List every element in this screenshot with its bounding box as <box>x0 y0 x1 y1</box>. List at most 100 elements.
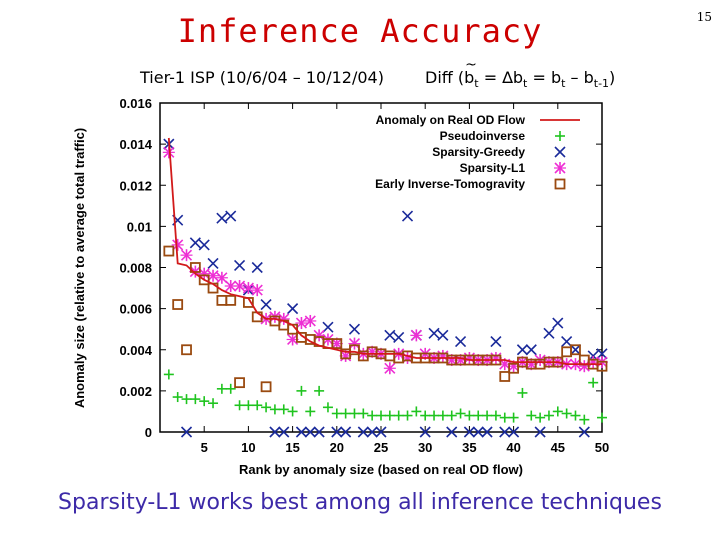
data-point-plus <box>322 402 333 413</box>
data-point-x <box>180 426 193 438</box>
y-tick-label: 0.016 <box>119 96 152 111</box>
x-tick-label: 45 <box>551 440 565 455</box>
data-point-square <box>384 350 396 362</box>
data-point-x <box>348 323 361 335</box>
data-point-x <box>472 426 484 438</box>
page-number: 15 <box>696 10 712 24</box>
data-point-plus <box>340 408 351 419</box>
data-point-square <box>331 338 343 349</box>
data-point-asterisk <box>295 317 308 330</box>
formula-mid: = ∆b <box>478 68 524 87</box>
data-point-plus <box>482 410 493 421</box>
y-tick-label: 0.008 <box>119 261 152 276</box>
data-point-square <box>499 371 511 382</box>
slide-caption: Sparsity-L1 works best among all inferen… <box>58 490 662 515</box>
data-point-plus <box>199 396 210 407</box>
legend-swatch-plus <box>555 131 565 141</box>
data-point-plus <box>526 410 537 421</box>
x-tick-label: 35 <box>462 440 476 455</box>
data-point-x <box>189 237 201 249</box>
data-point-x <box>366 426 378 438</box>
y-tick-label: 0.002 <box>119 384 152 399</box>
series-line-real-od <box>167 137 602 366</box>
data-point-square <box>216 294 228 306</box>
data-point-x <box>499 426 511 438</box>
data-point-plus <box>367 410 378 421</box>
formula-prefix: Diff ( <box>425 68 465 87</box>
data-point-x <box>357 426 369 438</box>
plot-area-frame <box>159 102 603 433</box>
data-point-plus <box>429 410 440 421</box>
y-tick-label: 0 <box>145 425 152 440</box>
formula-suffix: ) <box>609 68 616 87</box>
x-tick-label: 5 <box>201 440 208 455</box>
data-point-plus <box>208 398 219 409</box>
data-point-x <box>508 426 520 438</box>
data-point-square <box>181 344 192 356</box>
data-point-x <box>207 257 219 269</box>
data-point-x <box>287 303 299 315</box>
data-point-asterisk <box>171 238 184 251</box>
data-point-asterisk <box>180 249 193 262</box>
data-point-plus <box>588 377 599 388</box>
data-point-x <box>401 210 414 222</box>
y-axis-label: Anomaly size (relative to average total … <box>72 128 87 408</box>
data-point-asterisk <box>251 284 264 297</box>
data-point-plus <box>287 406 298 417</box>
data-point-plus <box>420 410 431 421</box>
legend-label: Pseudoinverse <box>440 129 526 143</box>
data-point-plus <box>446 410 457 421</box>
series-plus <box>163 369 607 425</box>
data-point-x <box>419 426 431 438</box>
data-point-asterisk <box>383 362 396 375</box>
data-point-square <box>189 262 201 273</box>
data-point-plus <box>508 412 519 423</box>
data-point-square <box>349 344 360 356</box>
data-point-plus <box>490 410 501 421</box>
data-point-plus <box>570 410 581 421</box>
data-point-x <box>198 239 210 251</box>
data-point-square <box>234 377 245 389</box>
series-x <box>163 138 608 438</box>
data-point-square <box>198 274 210 286</box>
y-tick-label: 0.014 <box>119 137 152 152</box>
data-point-x <box>578 426 590 438</box>
data-point-plus <box>172 392 183 403</box>
legend-label: Sparsity-L1 <box>460 161 526 175</box>
data-point-plus <box>517 387 528 398</box>
legend-swatch-square <box>554 178 566 190</box>
data-point-x <box>251 261 263 274</box>
x-tick-label: 20 <box>330 440 344 455</box>
formula-b: b <box>464 68 475 87</box>
data-point-square <box>172 299 184 310</box>
data-point-square <box>225 294 237 306</box>
data-point-x <box>552 317 564 329</box>
data-point-square <box>570 344 581 356</box>
y-tick-label: 0.006 <box>119 302 152 317</box>
dataset-subtitle: Tier-1 ISP (10/6/04 – 10/12/04) <box>140 68 384 87</box>
diff-formula: Diff (~ bt = ∆bt = bt – bt-1) <box>425 57 616 91</box>
data-point-asterisk <box>242 282 255 295</box>
data-point-plus <box>269 404 280 415</box>
formula-sub: t <box>523 77 528 91</box>
data-point-plus <box>376 410 386 421</box>
data-point-x <box>481 426 493 438</box>
data-point-plus <box>331 408 342 419</box>
data-point-x <box>446 426 458 438</box>
data-point-square <box>260 381 272 393</box>
data-point-plus <box>163 369 174 380</box>
formula-btilde: ~ b <box>464 57 477 87</box>
data-point-plus <box>455 408 466 419</box>
y-tick-label: 0.012 <box>119 178 152 193</box>
legend-swatch-x <box>554 146 566 158</box>
formula-mid: – b <box>565 68 594 87</box>
data-point-plus <box>543 410 554 421</box>
data-point-plus <box>234 400 245 411</box>
x-axis-label: Rank by anomaly size (based on real OD f… <box>239 462 523 477</box>
data-point-x <box>463 426 475 438</box>
data-point-square <box>561 346 573 358</box>
slide-title: Inference Accuracy <box>177 12 543 50</box>
data-point-asterisk <box>286 333 299 346</box>
data-point-plus <box>261 402 272 413</box>
